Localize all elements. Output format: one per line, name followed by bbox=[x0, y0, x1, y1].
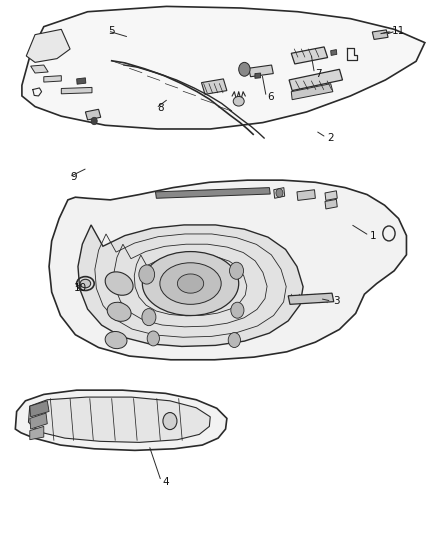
Polygon shape bbox=[325, 191, 337, 200]
Polygon shape bbox=[291, 84, 333, 100]
Polygon shape bbox=[249, 65, 273, 77]
Circle shape bbox=[163, 413, 177, 430]
Ellipse shape bbox=[233, 96, 244, 106]
Polygon shape bbox=[288, 293, 334, 304]
Text: 11: 11 bbox=[392, 27, 405, 36]
Circle shape bbox=[142, 309, 156, 326]
Ellipse shape bbox=[80, 279, 91, 288]
Polygon shape bbox=[30, 413, 47, 429]
Text: 2: 2 bbox=[328, 133, 334, 142]
Polygon shape bbox=[325, 199, 337, 209]
Ellipse shape bbox=[107, 302, 131, 321]
Polygon shape bbox=[85, 109, 101, 120]
Circle shape bbox=[239, 62, 250, 76]
Polygon shape bbox=[30, 426, 44, 440]
Text: 4: 4 bbox=[162, 478, 169, 487]
Circle shape bbox=[147, 331, 159, 346]
Circle shape bbox=[230, 262, 244, 279]
Text: 3: 3 bbox=[333, 296, 339, 306]
Polygon shape bbox=[372, 30, 388, 39]
Circle shape bbox=[139, 265, 155, 284]
Polygon shape bbox=[61, 87, 92, 94]
Ellipse shape bbox=[142, 252, 239, 316]
Text: 8: 8 bbox=[157, 103, 163, 113]
Polygon shape bbox=[15, 390, 227, 450]
Circle shape bbox=[276, 189, 283, 197]
Polygon shape bbox=[291, 47, 328, 64]
Polygon shape bbox=[49, 180, 406, 360]
Text: 9: 9 bbox=[70, 172, 77, 182]
Text: 5: 5 bbox=[109, 26, 115, 36]
Ellipse shape bbox=[177, 274, 204, 293]
Circle shape bbox=[231, 302, 244, 318]
Ellipse shape bbox=[105, 272, 133, 295]
Polygon shape bbox=[274, 188, 285, 198]
Circle shape bbox=[228, 333, 240, 348]
Polygon shape bbox=[30, 401, 49, 417]
Polygon shape bbox=[155, 188, 270, 198]
Ellipse shape bbox=[105, 332, 127, 349]
Polygon shape bbox=[255, 73, 261, 78]
Polygon shape bbox=[28, 397, 210, 442]
Polygon shape bbox=[77, 78, 86, 84]
Polygon shape bbox=[78, 225, 303, 346]
Polygon shape bbox=[44, 76, 61, 82]
Circle shape bbox=[91, 117, 97, 125]
Polygon shape bbox=[331, 50, 337, 55]
Ellipse shape bbox=[160, 263, 221, 304]
Text: 6: 6 bbox=[267, 92, 274, 102]
Text: 7: 7 bbox=[315, 69, 322, 78]
Polygon shape bbox=[297, 190, 315, 200]
Polygon shape bbox=[31, 65, 48, 73]
Text: 1: 1 bbox=[370, 231, 377, 240]
Polygon shape bbox=[201, 79, 227, 94]
Text: 10: 10 bbox=[74, 283, 87, 293]
Polygon shape bbox=[289, 69, 343, 91]
Polygon shape bbox=[22, 6, 425, 129]
Polygon shape bbox=[26, 29, 70, 62]
